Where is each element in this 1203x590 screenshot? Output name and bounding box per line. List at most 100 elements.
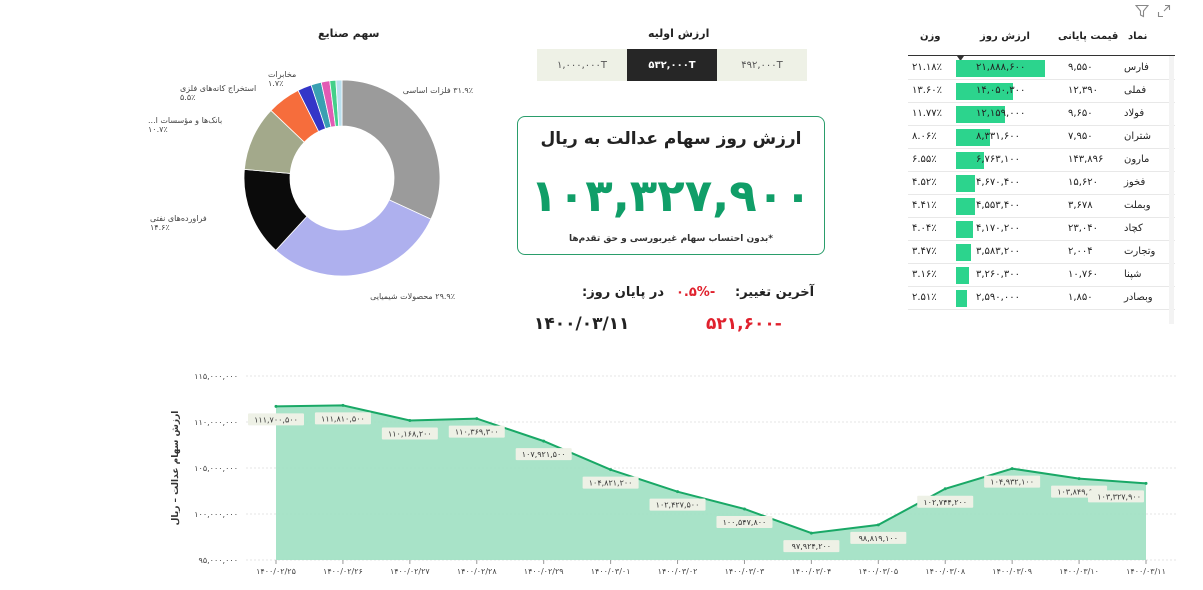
data-label: ۱۰۲,۷۴۴,۲۰۰ [923, 498, 967, 507]
data-point[interactable] [609, 468, 613, 472]
x-tick-label: ۱۴۰۰/۰۲/۲۹ [524, 567, 564, 576]
table-row[interactable]: ۴.۴۱٪ ۴,۵۵۳,۴۰۰ ۳,۶۷۸ وبملت [908, 195, 1175, 218]
row-divider [908, 309, 1175, 310]
table-row[interactable]: ۴.۰۴٪ ۴,۱۷۰,۲۰۰ ۲۳,۰۴۰ کچاد [908, 218, 1175, 241]
data-point[interactable] [1010, 467, 1014, 471]
x-tick-label: ۱۴۰۰/۰۳/۰۵ [858, 567, 898, 576]
data-point[interactable] [341, 403, 345, 407]
data-point[interactable] [809, 531, 813, 535]
stock-table: نماد قیمت پایانی ارزش روز وزن ۲۱.۱۸٪ ۲۱,۸… [908, 26, 1175, 326]
row-divider [908, 102, 1175, 103]
filter-icon[interactable] [1135, 4, 1149, 18]
row-divider [908, 194, 1175, 195]
symbol-cell: شپنا [1124, 269, 1142, 280]
x-tick-label: ۱۴۰۰/۰۲/۲۷ [390, 567, 430, 576]
data-point[interactable] [274, 404, 278, 408]
donut-label-pct: ۵.۵٪ [180, 93, 196, 102]
table-row[interactable]: ۱۳.۶۰٪ ۱۴,۰۵۰,۳۰۰ ۱۲,۳۹۰ فملی [908, 80, 1175, 103]
data-point[interactable] [408, 418, 412, 422]
data-point[interactable] [475, 417, 479, 421]
final-price-cell: ۱۰,۷۶۰ [1068, 269, 1099, 280]
donut-slice[interactable] [335, 80, 343, 127]
weight-cell: ۶.۵۵٪ [912, 154, 937, 165]
day-value-cell: ۱۴,۰۵۰,۳۰۰ [976, 85, 1026, 96]
day-value-cell: ۴,۶۷۰,۴۰۰ [976, 177, 1020, 188]
data-point[interactable] [542, 439, 546, 443]
data-point[interactable] [943, 487, 947, 491]
column-header-day-value[interactable]: ارزش روز [980, 31, 1030, 42]
data-label: ۱۱۰,۳۶۹,۳۰۰ [455, 428, 499, 437]
day-value-cell: ۴,۱۷۰,۲۰۰ [976, 223, 1020, 234]
table-row[interactable]: ۳.۴۷٪ ۳,۵۸۳,۲۰۰ ۲,۰۰۴ وتجارت [908, 241, 1175, 264]
last-change-label: آخرین تغییر: [735, 285, 815, 300]
table-row[interactable]: ۳.۱۶٪ ۳,۲۶۰,۳۰۰ ۱۰,۷۶۰ شپنا [908, 264, 1175, 287]
data-point[interactable] [676, 490, 680, 494]
table-row[interactable]: ۶.۵۵٪ ۶,۷۶۳,۱۰۰ ۱۴۳,۸۹۶ مارون [908, 149, 1175, 172]
data-point[interactable] [742, 507, 746, 511]
data-label-bg [783, 540, 840, 553]
donut-label-name: محصولات شیمیایی [370, 292, 433, 301]
sort-desc-icon[interactable] [957, 46, 964, 65]
final-price-cell: ۳,۶۷۸ [1068, 200, 1093, 211]
day-value-bar [956, 152, 984, 169]
data-label-bg [850, 531, 907, 544]
initial-option-1000000[interactable]: ۱,۰۰۰,۰۰۰T [537, 49, 627, 81]
day-value-cell: ۲۱,۸۸۸,۶۰۰ [976, 62, 1026, 73]
donut-label-name: مخابرات [268, 70, 297, 79]
initial-value-title: ارزش اولیه [648, 27, 710, 40]
x-tick-label: ۱۴۰۰/۰۳/۰۸ [925, 567, 965, 576]
day-value-cell: ۳,۵۸۳,۲۰۰ [976, 246, 1020, 257]
weight-cell: ۴.۰۴٪ [912, 223, 937, 234]
data-label: ۱۰۷,۹۲۱,۵۰۰ [522, 450, 566, 459]
table-scrollbar[interactable] [1169, 56, 1174, 324]
table-row[interactable]: ۲.۵۱٪ ۲,۵۹۰,۰۰۰ ۱,۸۵۰ وبصادر [908, 287, 1175, 310]
final-price-cell: ۷,۹۵۰ [1068, 131, 1093, 142]
table-row[interactable]: ۱۱.۷۷٪ ۱۲,۱۵۹,۰۰۰ ۹,۶۵۰ فولاد [908, 103, 1175, 126]
donut-label-pct: ۳۱.۹٪ [453, 86, 473, 95]
data-label: ۱۰۳,۳۲۷,۹۰۰ [1097, 492, 1141, 501]
table-row[interactable]: ۲۱.۱۸٪ ۲۱,۸۸۸,۶۰۰ ۹,۵۵۰ فارس [908, 57, 1175, 80]
initial-option-492000[interactable]: ۴۹۲,۰۰۰T [717, 49, 807, 81]
x-tick-label: ۱۴۰۰/۰۲/۲۸ [457, 567, 497, 576]
table-row[interactable]: ۸.۰۶٪ ۸,۳۳۱,۶۰۰ ۷,۹۵۰ شتران [908, 126, 1175, 149]
row-divider [908, 286, 1175, 287]
data-label: ۹۷,۹۲۴,۲۰۰ [792, 542, 831, 551]
donut-label-pct: ۱.۷٪ [268, 79, 284, 88]
day-value-card: ارزش روز سهام عدالت به ریال ۱۰۳,۳۲۷,۹۰۰ … [517, 116, 825, 255]
initial-option-532000[interactable]: ۵۳۲,۰۰۰T [627, 49, 717, 81]
weight-cell: ۴.۴۱٪ [912, 200, 937, 211]
column-header-weight[interactable]: وزن [920, 31, 941, 42]
symbol-cell: وتجارت [1124, 246, 1156, 257]
visual-toolbar [1135, 4, 1171, 18]
series-line [275, 404, 1147, 535]
day-value-bar [956, 129, 990, 146]
day-value-cell: ۱۲,۱۵۹,۰۰۰ [976, 108, 1026, 119]
data-point[interactable] [1144, 481, 1148, 485]
row-divider [908, 171, 1175, 172]
final-price-cell: ۲,۰۰۴ [1068, 246, 1093, 257]
table-row[interactable]: ۴.۵۲٪ ۴,۶۷۰,۴۰۰ ۱۵,۶۲۰ فخوز [908, 172, 1175, 195]
day-value-bar [956, 198, 975, 215]
last-change-pct: ۰.۵%- [676, 285, 716, 300]
data-label: ۱۰۴,۹۳۲,۱۰۰ [990, 478, 1034, 487]
expand-icon[interactable] [1157, 4, 1171, 18]
data-label-bg [582, 476, 639, 489]
data-label: ۱۱۱,۸۱۰,۵۰۰ [321, 414, 365, 423]
x-tick-label: ۱۴۰۰/۰۲/۲۶ [323, 567, 363, 576]
x-tick-label: ۱۴۰۰/۰۲/۲۵ [256, 567, 296, 576]
column-header-symbol[interactable]: نماد [1128, 31, 1148, 42]
symbol-cell: شتران [1124, 131, 1152, 142]
end-of-day-label: در پایان روز: [582, 285, 665, 300]
day-value-bar [956, 244, 971, 261]
donut-slice[interactable] [341, 80, 441, 220]
data-label-bg [448, 425, 505, 438]
area-fill [276, 405, 1146, 560]
data-point[interactable] [876, 523, 880, 527]
data-point[interactable] [1077, 477, 1081, 481]
donut-slice[interactable] [275, 199, 432, 277]
x-tick-label: ۱۴۰۰/۰۳/۰۱ [591, 567, 631, 576]
final-price-cell: ۲۳,۰۴۰ [1068, 223, 1099, 234]
data-label: ۹۸,۸۱۹,۱۰۰ [859, 534, 898, 543]
column-header-final-price[interactable]: قیمت پایانی [1058, 31, 1119, 42]
donut-label: ۳۱.۹٪ فلزات اساسی [378, 86, 473, 95]
